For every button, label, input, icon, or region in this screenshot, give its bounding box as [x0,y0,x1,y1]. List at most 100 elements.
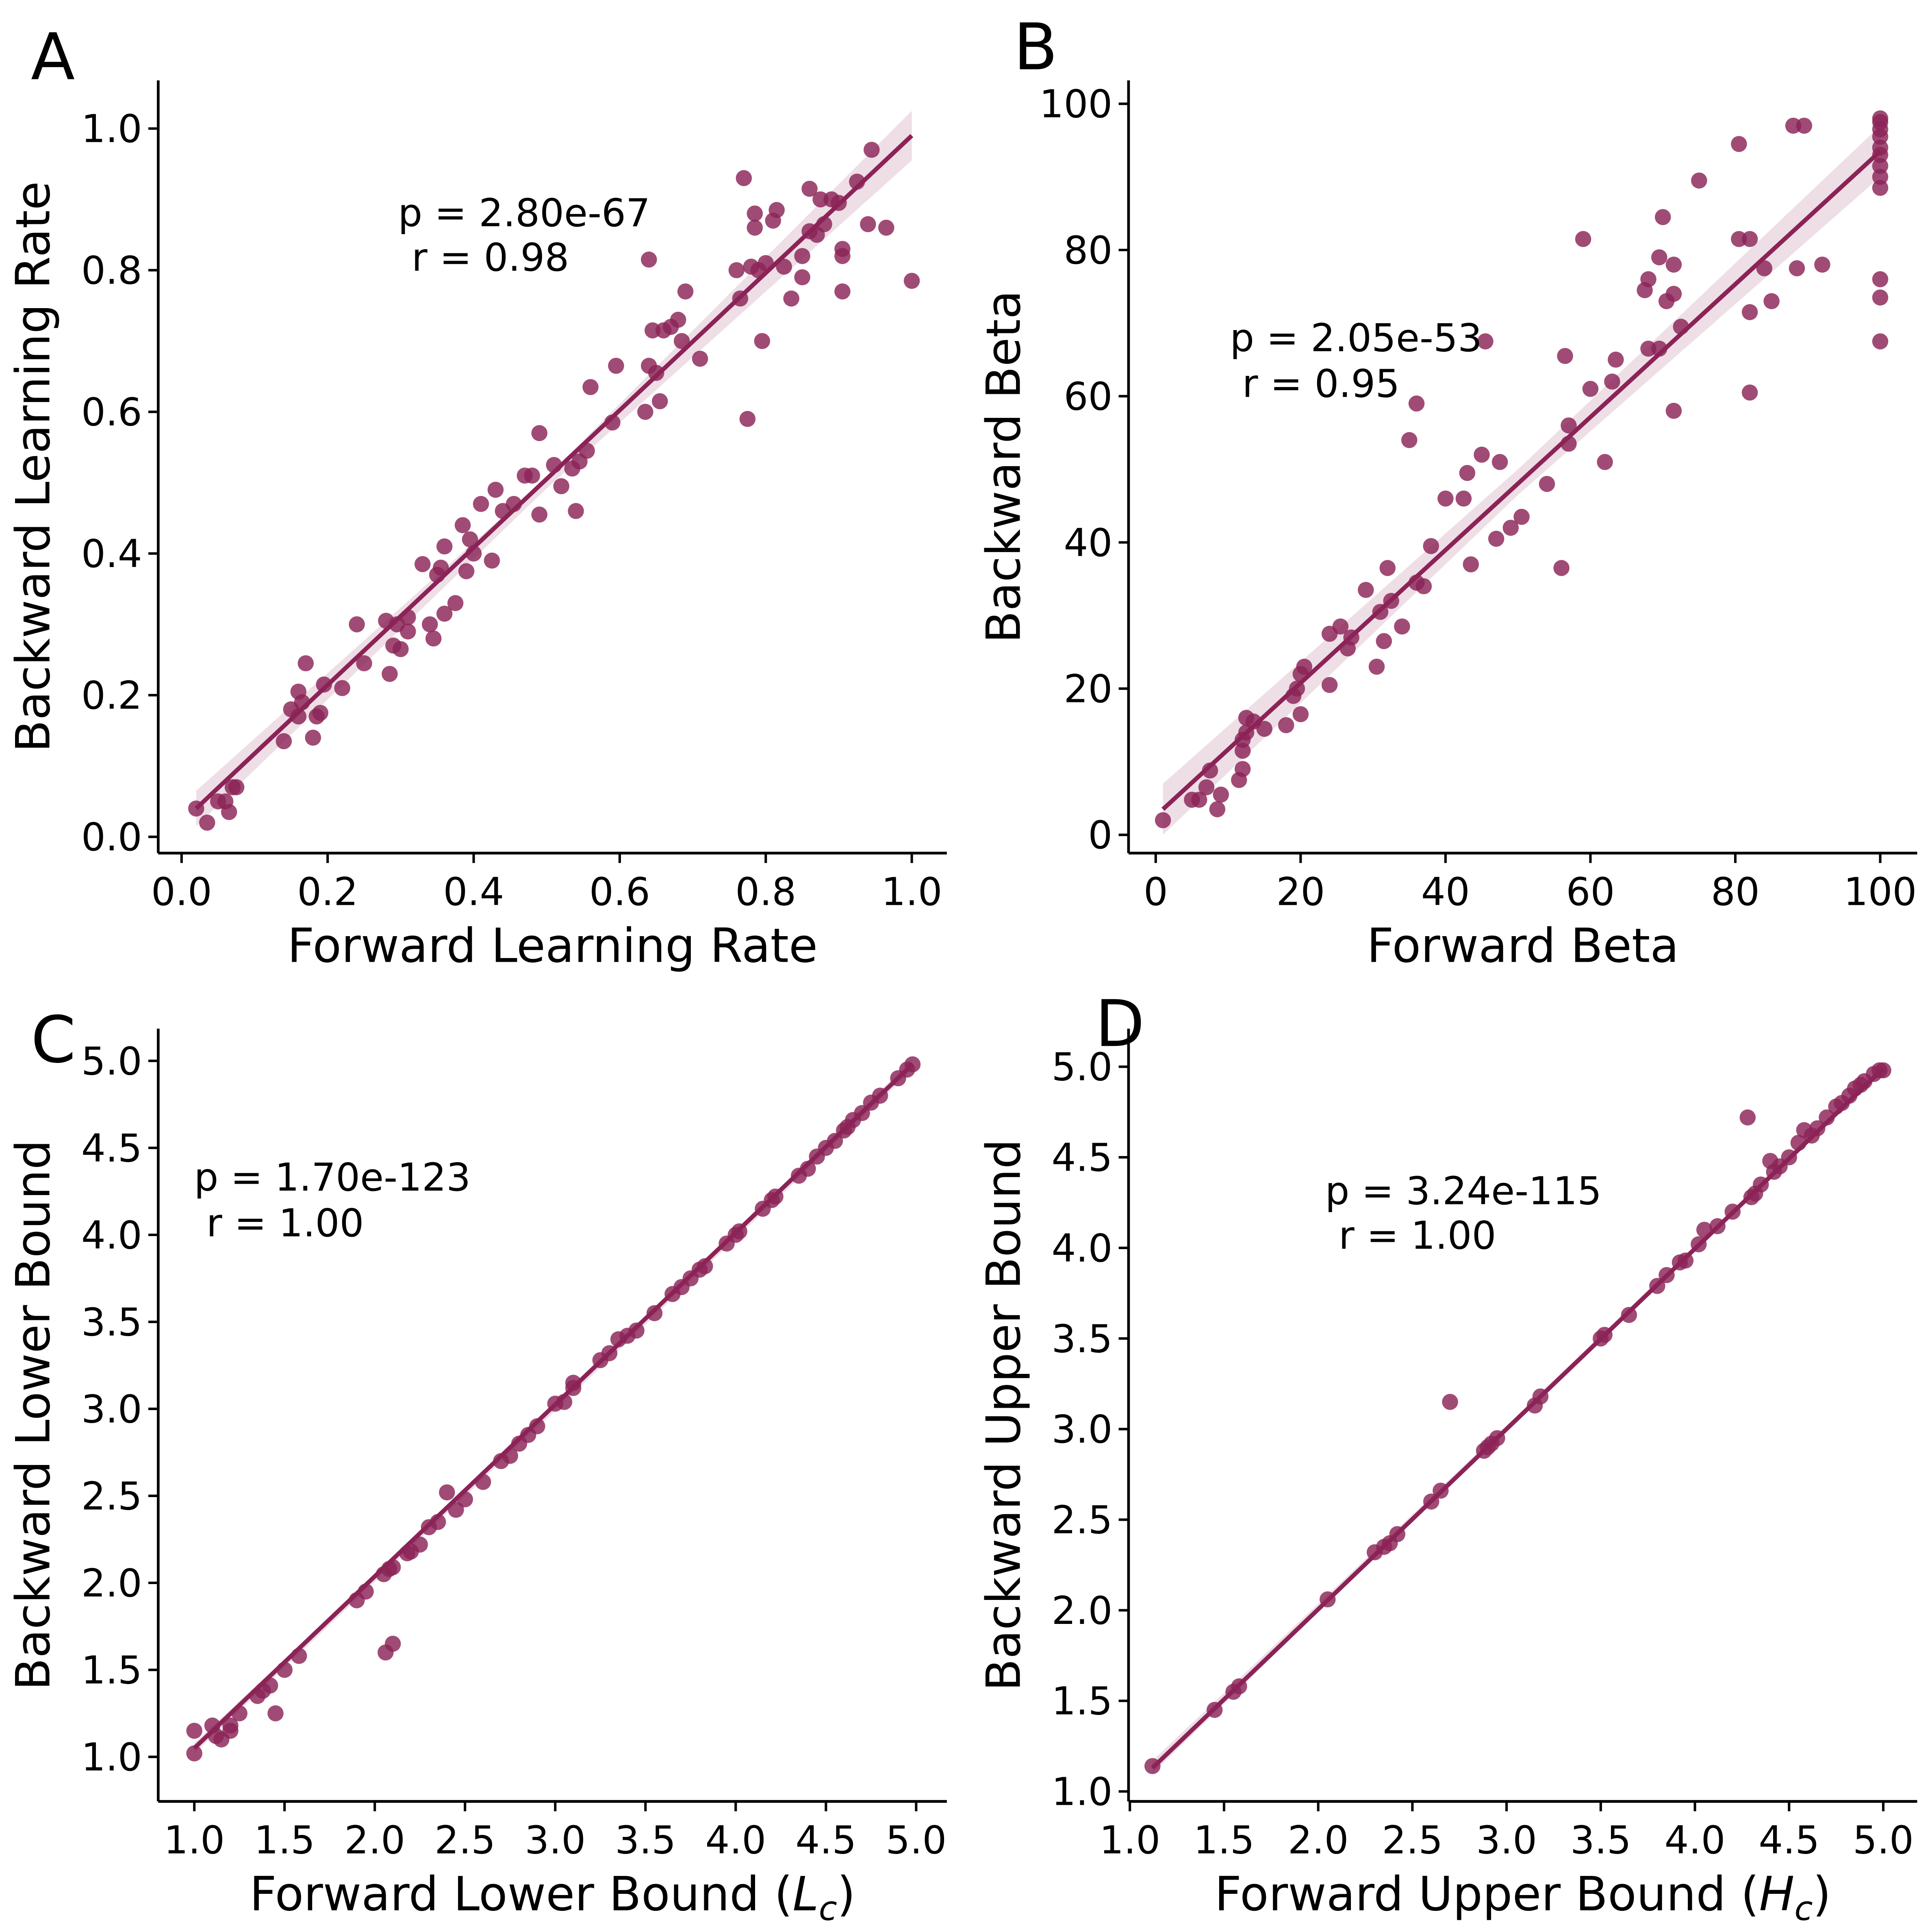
x-tick-label: 0.6 [589,869,650,914]
data-point [1213,787,1229,803]
x-tick-label: 2.0 [344,1818,405,1863]
data-point [1401,432,1418,448]
data-point [529,1418,545,1434]
data-point [1209,801,1226,817]
data-point [228,779,245,795]
data-point [1575,231,1591,247]
data-point [436,538,453,555]
data-point [1809,1120,1826,1137]
data-point [1459,465,1476,481]
data-point [1423,538,1439,554]
x-tick-label: 5.0 [1853,1818,1914,1863]
data-point [1741,384,1758,401]
panel-letter: D [1095,987,1145,1061]
x-tick-label: 3.5 [1570,1818,1631,1863]
data-point [1640,271,1656,287]
data-point [382,666,398,682]
panel: 1.0 1.5 2.0 2.5 3.0 3.5 4.0 4.5 5.0 1.0 1.5 2.0 2.5 3… [7,1003,947,1928]
x-axis-label-subscript: c [819,1890,837,1928]
data-point [484,552,500,569]
y-tick-label: 2.0 [81,1561,142,1606]
data-point [531,506,548,523]
data-point [1488,530,1504,547]
data-point [1741,231,1758,247]
data-point [1474,446,1490,463]
y-tick-label: 4.0 [1052,1226,1113,1271]
data-point [1477,333,1494,350]
data-point [1741,304,1758,320]
y-tick-label: 4.0 [81,1213,142,1258]
data-point [736,170,752,186]
data-point [834,283,851,300]
data-point [425,630,442,647]
data-point [487,482,504,498]
data-point [1437,490,1454,507]
fit-line [1161,150,1882,811]
x-axis-label-text: Forward Lower Bound ( [250,1867,792,1921]
data-point [864,141,880,158]
data-point [637,404,653,420]
data-point [1814,256,1830,273]
y-tick-label: 5.0 [81,1039,142,1084]
x-tick-label: 3.0 [525,1818,586,1863]
data-point [794,248,810,264]
data-point [1561,417,1577,434]
data-point [1597,454,1613,470]
x-tick-label: 4.0 [1665,1818,1726,1863]
data-point [1872,333,1889,350]
data-point [1604,373,1620,390]
x-tick-label: 4.5 [1758,1818,1819,1863]
x-tick-label: 100 [1844,869,1917,914]
y-tick-label: 0.6 [81,390,142,435]
x-tick-label: 3.5 [615,1818,676,1863]
data-point [473,496,489,512]
data-point [1665,286,1682,302]
data-point [356,655,372,672]
data-point [834,248,851,264]
panel-letter: B [1014,10,1058,85]
x-tick-label: 5.0 [886,1818,946,1863]
x-tick-label: 0.4 [443,869,504,914]
data-point [1491,454,1508,470]
x-axis-label-subscript: c [1795,1890,1813,1928]
x-tick-label: 40 [1421,869,1470,914]
data-point [1691,172,1707,189]
data-point [1651,249,1667,265]
data-point [677,283,694,300]
data-point [1234,761,1251,777]
data-point [531,425,548,441]
data-point [800,1161,816,1177]
data-point [776,259,792,275]
y-tick-label: 5.0 [1052,1045,1113,1090]
data-point [1796,117,1813,134]
data-point [439,1484,455,1501]
y-tick-label: 0.0 [81,815,142,860]
x-tick-label: 1.0 [1099,1818,1160,1863]
data-point [384,1636,401,1652]
y-tick-label: 0.4 [81,532,142,576]
panel: 0.0 0.2 0.4 0.6 0.8 1.0 0.0 0.2 0.4 0.6 0.8 1.0 Forw… [7,20,947,973]
data-point [860,216,876,233]
data-point [747,205,763,222]
y-tick-label: 100 [1039,82,1112,127]
data-point [1394,618,1410,635]
y-tick-label: 1.5 [1052,1679,1113,1724]
data-point [1191,791,1207,808]
data-point [878,220,894,236]
x-tick-label: 1.0 [164,1818,225,1863]
data-point [1379,560,1396,576]
annotation: r = 0.98 [412,235,569,280]
y-tick-label: 0.2 [81,674,142,718]
data-point [414,556,431,572]
data-point [673,333,690,349]
y-tick-label: 2.0 [1052,1589,1113,1633]
y-axis-label: Backward Lower Bound [7,1140,61,1690]
fit-line [193,1063,914,1750]
data-point [1442,1394,1458,1410]
y-axis-label: Backward Upper Bound [977,1139,1031,1691]
data-point [1557,348,1573,364]
x-axis-label-symbol: H [1759,1867,1795,1921]
data-point [412,1537,428,1553]
